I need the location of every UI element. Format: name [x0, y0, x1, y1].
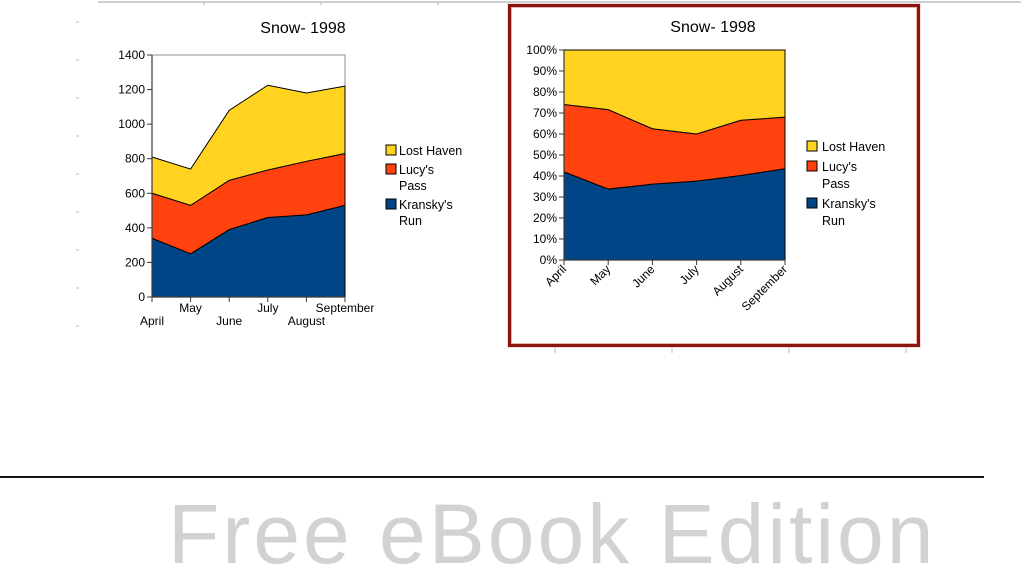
svg-text:30%: 30% — [533, 190, 557, 204]
svg-text:June: June — [629, 262, 658, 291]
percent-stacked-area-chart: Snow- 1998 0% 10% 20% 30% 40% 50% 60% 70% 80% 90% 1… — [526, 19, 885, 314]
svg-text:Kransky's: Kransky's — [822, 197, 876, 211]
svg-text:August: August — [710, 262, 747, 299]
svg-text:40%: 40% — [533, 169, 557, 183]
svg-text:Lost Haven: Lost Haven — [399, 144, 462, 158]
svg-text:0: 0 — [138, 290, 145, 304]
svg-text:Snow- 1998: Snow- 1998 — [260, 20, 345, 37]
svg-text:July: July — [677, 262, 702, 287]
svg-text:May: May — [587, 262, 613, 288]
svg-text:August: August — [288, 314, 326, 328]
svg-text:80%: 80% — [533, 85, 557, 99]
svg-text:Lucy's: Lucy's — [822, 160, 857, 174]
svg-text:May: May — [179, 301, 202, 315]
svg-text:July: July — [257, 301, 278, 315]
svg-text:60%: 60% — [533, 127, 557, 141]
svg-text:1200: 1200 — [118, 83, 145, 97]
percent-stacked-area-chart-figure selected: Snow- 1998 0% 10% 20% 30% 40% 50% 60% 70% 80% 90% 1… — [508, 4, 920, 347]
svg-text:100%: 100% — [526, 43, 557, 57]
svg-text:September: September — [739, 262, 790, 313]
svg-text:1000: 1000 — [118, 117, 145, 131]
svg-text:20%: 20% — [533, 211, 557, 225]
svg-text:June: June — [216, 314, 242, 328]
svg-text:Lost Haven: Lost Haven — [822, 140, 885, 154]
svg-text:70%: 70% — [533, 106, 557, 120]
svg-text:Run: Run — [399, 214, 422, 228]
svg-text:Snow- 1998: Snow- 1998 — [670, 19, 755, 36]
free-ebook-watermark: Free eBook Edition — [168, 487, 937, 577]
footer-divider — [0, 476, 984, 478]
svg-text:Lucy's: Lucy's — [399, 163, 434, 177]
svg-text:200: 200 — [125, 255, 145, 269]
svg-text:10%: 10% — [533, 232, 557, 246]
svg-text:Pass: Pass — [822, 177, 850, 191]
svg-text:600: 600 — [125, 186, 145, 200]
stacked-area-chart-figure: Snow- 1998 0 200 400 600 800 1000 1200 1400 April… — [95, 5, 487, 340]
svg-text:Pass: Pass — [399, 179, 427, 193]
svg-text:0%: 0% — [540, 253, 558, 267]
svg-text:September: September — [316, 301, 375, 315]
svg-text:Run: Run — [822, 214, 845, 228]
svg-text:800: 800 — [125, 152, 145, 166]
stacked-area-chart: Snow- 1998 0 200 400 600 800 1000 1200 1400 April… — [118, 20, 462, 328]
svg-text:50%: 50% — [533, 148, 557, 162]
svg-text:1400: 1400 — [118, 48, 145, 62]
svg-text:400: 400 — [125, 221, 145, 235]
svg-text:Kransky's: Kransky's — [399, 198, 453, 212]
svg-text:April: April — [140, 314, 164, 328]
svg-text:90%: 90% — [533, 64, 557, 78]
